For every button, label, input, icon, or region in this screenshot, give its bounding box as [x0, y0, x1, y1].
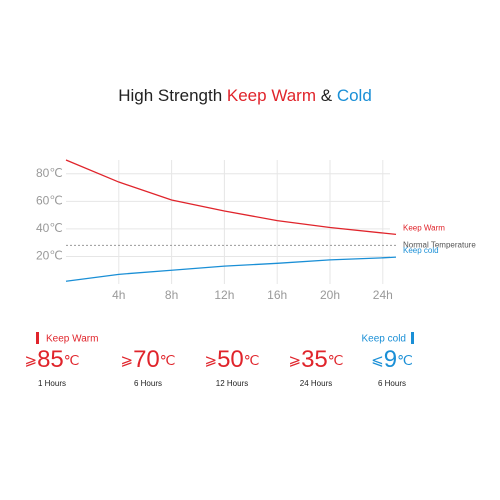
stat-label: 6 Hours [378, 379, 406, 388]
stat-value: ⩾50℃ [204, 346, 259, 373]
title-part: High Strength [118, 86, 227, 105]
stat-number: 9 [384, 346, 397, 373]
y-tick-label: 20℃ [36, 249, 63, 263]
stat-label: 6 Hours [134, 379, 162, 388]
cold-label: Keep cold [362, 334, 406, 345]
warm-marker [36, 332, 39, 344]
y-tick-label: 80℃ [36, 166, 63, 180]
stat-label: 1 Hours [38, 379, 66, 388]
stat-unit: ℃ [160, 352, 176, 368]
stat-value: ⩽9℃ [371, 346, 413, 373]
stat-number: 35 [301, 346, 328, 373]
stat-number: 50 [217, 346, 244, 373]
reference-label: Normal Temperature [403, 241, 476, 250]
stat-unit: ℃ [397, 352, 413, 368]
stat-prefix: ⩽ [371, 352, 384, 369]
x-tick-label: 24h [373, 288, 393, 302]
x-tick-label: 16h [267, 288, 287, 302]
y-tick-label: 60℃ [36, 194, 63, 208]
title-part: Keep Warm [227, 86, 316, 105]
stat-prefix: ⩾ [288, 352, 301, 369]
cold-marker [411, 332, 414, 344]
stat-number: 70 [133, 346, 160, 373]
warm-label: Keep Warm [46, 334, 98, 345]
x-tick-label: 8h [165, 288, 178, 302]
chart-title: High Strength Keep Warm & Cold [118, 86, 372, 105]
stat-unit: ℃ [244, 352, 260, 368]
title-part: & [316, 86, 337, 105]
stat-label: 24 Hours [300, 379, 332, 388]
stat-value: ⩾85℃ [24, 346, 79, 373]
x-tick-label: 4h [112, 288, 125, 302]
x-tick-label: 12h [214, 288, 234, 302]
stat-prefix: ⩾ [204, 352, 217, 369]
stat-prefix: ⩾ [24, 352, 37, 369]
series-label: Keep cold [403, 246, 439, 255]
series-label: Keep Warm [403, 224, 445, 233]
stat-unit: ℃ [328, 352, 344, 368]
series-line [65, 159, 397, 236]
stat-value: ⩾70℃ [120, 346, 175, 373]
stat-label: 12 Hours [216, 379, 248, 388]
title-part: Cold [337, 86, 372, 105]
stat-prefix: ⩾ [120, 352, 133, 369]
x-tick-label: 20h [320, 288, 340, 302]
series-line [65, 256, 397, 282]
stat-number: 85 [37, 346, 64, 373]
stat-value: ⩾35℃ [288, 346, 343, 373]
stat-unit: ℃ [64, 352, 80, 368]
y-tick-label: 40℃ [36, 221, 63, 235]
